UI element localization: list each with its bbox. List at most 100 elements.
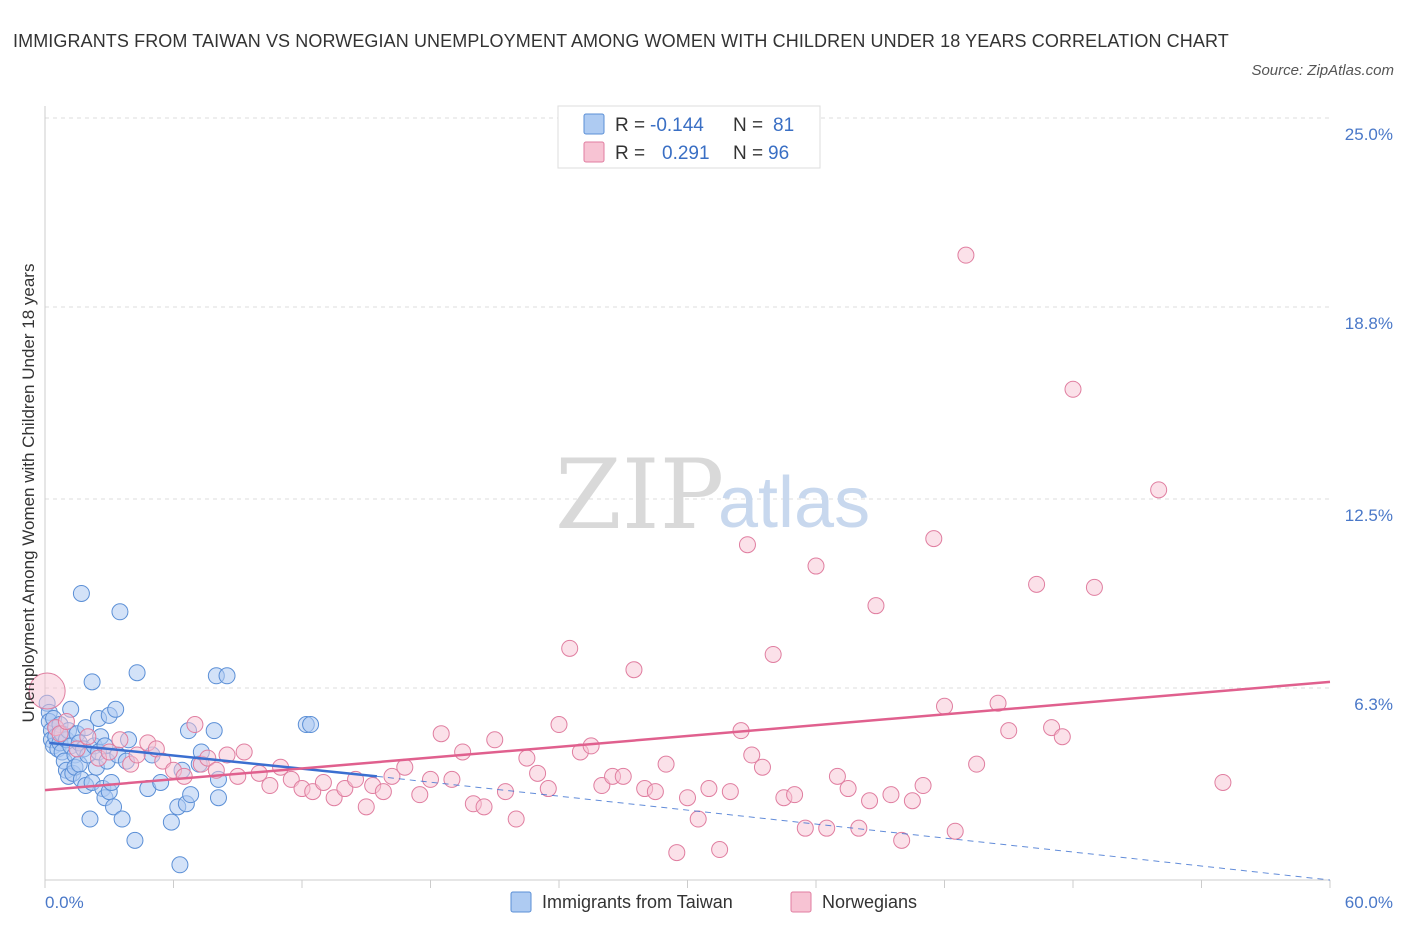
norway-point xyxy=(175,767,193,785)
y-tick-label-0: 6.3% xyxy=(1354,695,1393,714)
norway-point xyxy=(582,737,600,755)
norway-point xyxy=(261,777,279,795)
x-tick-label-1: 60.0% xyxy=(1345,893,1393,912)
norway-point xyxy=(614,767,632,785)
norway-point xyxy=(861,792,879,810)
norway-point xyxy=(867,597,885,615)
norway-point xyxy=(111,731,129,749)
taiwan-point xyxy=(83,673,101,691)
watermark-zip: ZIP xyxy=(555,439,724,551)
norway-point xyxy=(711,841,729,859)
correlation-legend: R = -0.144 N = 81 R = 0.291 N = 96 xyxy=(557,105,821,169)
norway-point xyxy=(1150,481,1168,499)
taiwan-point xyxy=(128,664,146,682)
taiwan-point xyxy=(105,798,123,816)
norway-point xyxy=(796,819,814,837)
y-axis-title: Unemployment Among Women with Children U… xyxy=(19,264,38,723)
legend-r-value-norway: 0.291 xyxy=(662,143,710,164)
legend-r-label-taiwan: R = xyxy=(615,115,645,136)
norway-point xyxy=(57,713,75,731)
legend-label-norway: Norwegians xyxy=(822,892,917,912)
norway-point xyxy=(968,755,986,773)
grid xyxy=(45,117,1330,689)
taiwan-trend-line xyxy=(49,741,378,778)
taiwan-point xyxy=(205,722,223,740)
norway-point xyxy=(443,770,461,788)
norway-point xyxy=(235,743,253,761)
y-tick-label-2: 18.8% xyxy=(1345,314,1393,333)
norway-point xyxy=(1064,380,1082,398)
norway-point xyxy=(475,798,493,816)
norway-point xyxy=(357,798,375,816)
norway-point xyxy=(529,764,547,782)
norway-point xyxy=(839,780,857,798)
norway-point xyxy=(721,783,739,801)
norway-point xyxy=(1053,728,1071,746)
norway-point xyxy=(1028,575,1046,593)
series-legend: Immigrants from Taiwan Norwegians xyxy=(510,891,917,913)
norway-point xyxy=(925,530,943,548)
norway-point xyxy=(743,746,761,764)
y-tick-label-1: 12.5% xyxy=(1345,506,1393,525)
norway-point xyxy=(539,780,557,798)
norway-point xyxy=(753,758,771,776)
chart-source: Source: ZipAtlas.com xyxy=(1251,62,1394,79)
norway-point xyxy=(1214,773,1232,791)
legend-swatch-norway-bottom xyxy=(790,891,812,913)
norway-point xyxy=(314,773,332,791)
norway-point xyxy=(689,810,707,828)
norway-point xyxy=(518,749,536,767)
taiwan-point xyxy=(102,773,120,791)
norway-point xyxy=(818,819,836,837)
legend-swatch-taiwan-bottom xyxy=(510,891,532,913)
norway-point xyxy=(561,639,579,657)
x-tick-label-0: 0.0% xyxy=(45,893,84,912)
norway-point xyxy=(28,672,66,710)
norway-point xyxy=(646,783,664,801)
taiwan-point xyxy=(218,667,236,685)
norway-point xyxy=(229,767,247,785)
norway-point xyxy=(786,786,804,804)
taiwan-point xyxy=(113,810,131,828)
axes xyxy=(44,106,1331,888)
taiwan-point xyxy=(81,810,99,828)
taiwan-point xyxy=(72,584,90,602)
norway-point xyxy=(422,770,439,788)
norway-point xyxy=(989,694,1007,712)
series-norway-points xyxy=(28,246,1232,862)
norway-point xyxy=(957,246,975,264)
y-tick-labels: 6.3% 12.5% 18.8% 25.0% xyxy=(1345,125,1393,714)
norway-point xyxy=(738,536,756,554)
norway-point xyxy=(496,783,514,801)
norway-point xyxy=(374,783,392,801)
norway-point xyxy=(764,645,782,663)
legend-r-value-taiwan: -0.144 xyxy=(650,115,704,136)
legend-n-label-taiwan: N = xyxy=(733,115,763,136)
y-tick-label-3: 25.0% xyxy=(1345,125,1393,144)
taiwan-point xyxy=(209,789,227,807)
norway-point xyxy=(432,725,450,743)
legend-label-taiwan: Immigrants from Taiwan xyxy=(542,892,733,912)
norway-trend-line xyxy=(44,680,1331,792)
series-taiwan-points xyxy=(38,584,320,874)
norway-point xyxy=(396,758,414,776)
norway-point xyxy=(700,780,718,798)
norway-point xyxy=(807,557,825,575)
norway-point xyxy=(893,831,911,849)
taiwan-point xyxy=(107,700,125,718)
norway-point xyxy=(946,822,964,840)
taiwan-point xyxy=(302,716,320,734)
norway-point xyxy=(657,755,675,773)
legend-n-value-taiwan: 81 xyxy=(773,115,794,136)
norway-point xyxy=(1085,578,1103,596)
norway-point xyxy=(679,789,696,807)
norway-point xyxy=(1000,722,1018,740)
taiwan-trend-dashed xyxy=(376,775,1331,881)
norway-point xyxy=(383,767,401,785)
norway-point xyxy=(218,746,236,764)
taiwan-point xyxy=(171,856,189,874)
taiwan-point xyxy=(162,813,180,831)
chart-title: IMMIGRANTS FROM TAIWAN VS NORWEGIAN UNEM… xyxy=(13,31,1229,51)
legend-swatch-norway xyxy=(583,141,605,163)
